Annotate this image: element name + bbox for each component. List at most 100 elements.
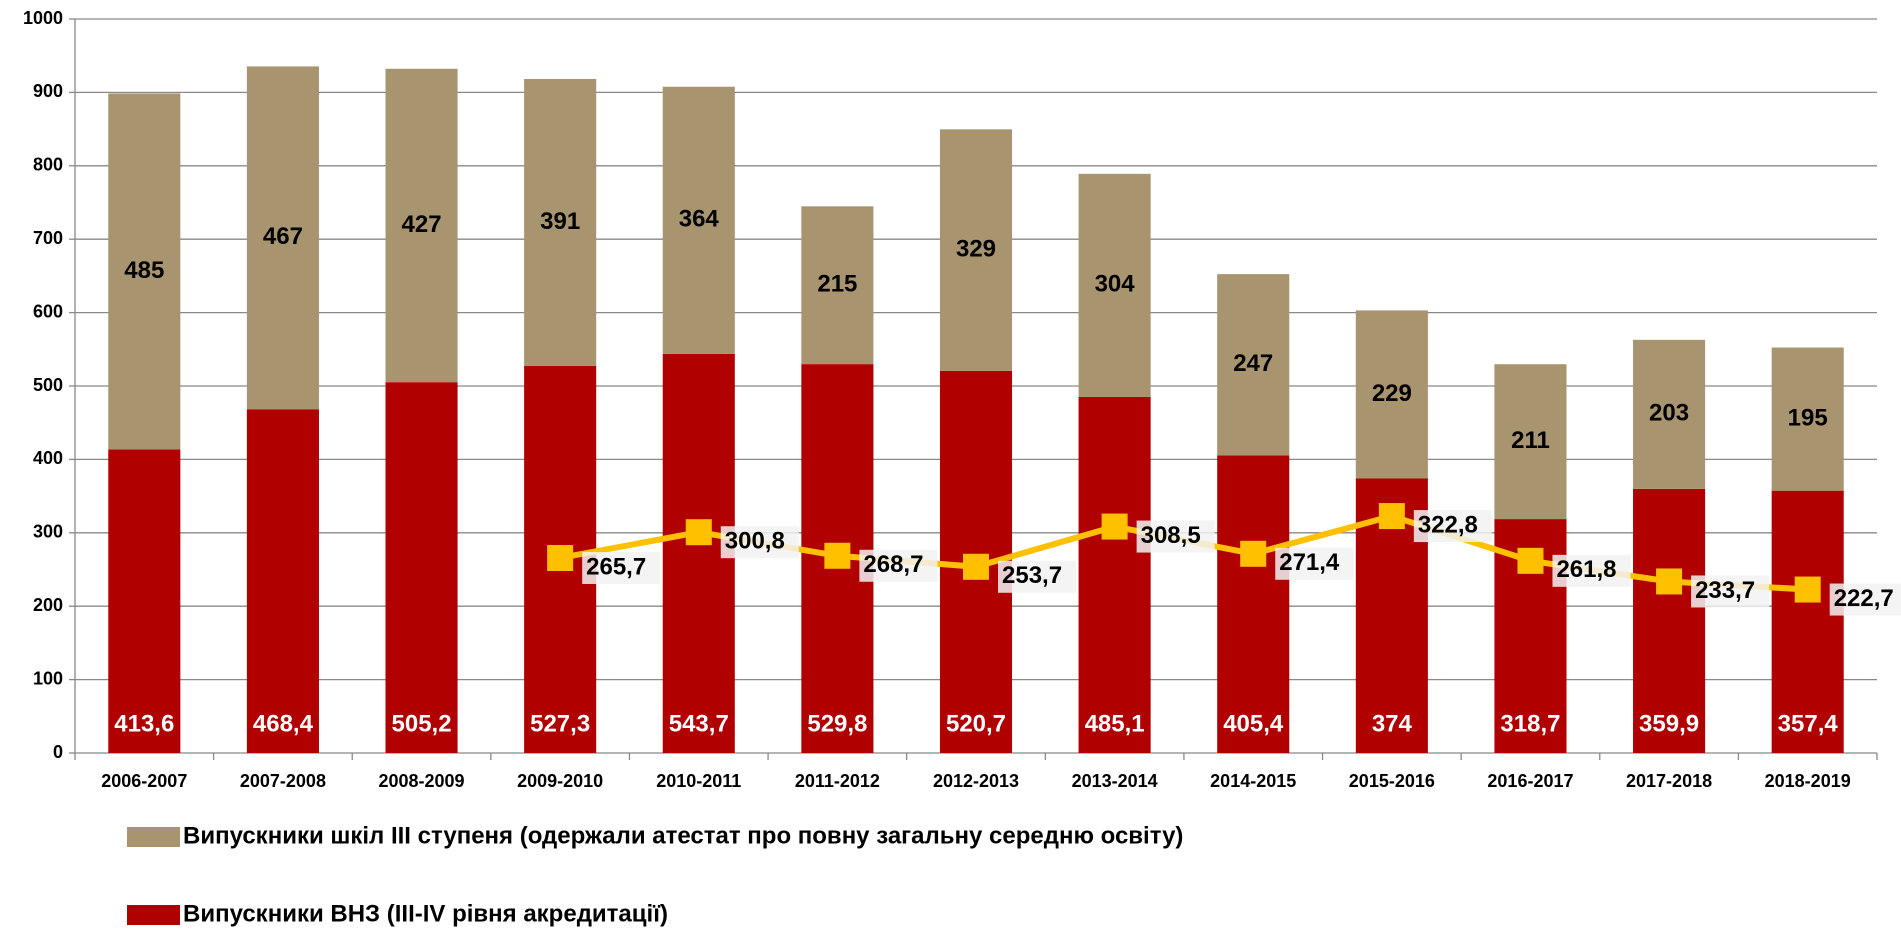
bar [1355, 310, 1428, 479]
y-tick-label: 400 [33, 448, 63, 468]
label-box [859, 549, 938, 582]
data-label: 261,8 [1556, 556, 1616, 583]
x-tick-label: 2010-2011 [656, 771, 741, 791]
legend-swatch [127, 827, 180, 847]
data-label: 211 [1511, 427, 1550, 454]
label-box [998, 560, 1076, 593]
data-label: 391 [540, 208, 580, 235]
data-label: 357,4 [1778, 710, 1839, 737]
x-tick-label: 2007-2008 [240, 771, 326, 791]
y-tick-label: 500 [33, 375, 63, 395]
bar [662, 86, 735, 354]
legend-label: Випускники ВНЗ (III-IV рівня акредитації… [183, 900, 668, 927]
x-tick-label: 2009-2010 [517, 771, 603, 791]
y-tick-label: 800 [33, 155, 63, 175]
y-tick-label: 600 [33, 301, 63, 321]
bar [1078, 173, 1151, 397]
bar [801, 206, 874, 365]
label-box [720, 526, 799, 559]
data-label: 203 [1649, 400, 1689, 427]
label-box [1829, 583, 1901, 616]
data-label: 233,7 [1695, 577, 1755, 604]
data-label: 359,9 [1639, 710, 1699, 737]
label-box [1413, 510, 1492, 543]
data-label: 364 [679, 206, 720, 233]
data-label: 329 [956, 235, 996, 262]
data-label: 467 [263, 223, 303, 250]
data-label: 271,4 [1279, 549, 1340, 576]
label-box [1136, 520, 1215, 553]
y-tick-label: 200 [33, 595, 63, 615]
x-tick-label: 2016-2017 [1487, 771, 1573, 791]
line-marker [963, 553, 989, 580]
x-tick-label: 2018-2019 [1765, 771, 1851, 791]
y-tick-label: 1000 [23, 8, 63, 28]
data-label: 468,4 [253, 710, 314, 737]
y-tick-label: 300 [33, 522, 63, 542]
line-marker [1378, 503, 1405, 530]
bar [524, 78, 597, 366]
y-tick-label: 700 [33, 228, 63, 248]
x-tick-label: 2011-2012 [795, 771, 880, 791]
label-box [1552, 554, 1631, 587]
data-label: 222,7 [1834, 585, 1894, 612]
legend-swatch [127, 905, 180, 925]
data-label: 268,7 [863, 551, 923, 578]
bar [1771, 347, 1844, 491]
bar [246, 409, 319, 753]
bar [108, 93, 181, 450]
data-label: 529,8 [807, 710, 867, 737]
data-label: 505,2 [392, 710, 452, 737]
data-label: 253,7 [1002, 562, 1062, 589]
x-tick-label: 2008-2009 [378, 771, 464, 791]
data-label: 413,6 [114, 710, 174, 737]
line-marker [1794, 576, 1821, 603]
data-label: 520,7 [946, 710, 1006, 737]
data-label: 374 [1372, 710, 1413, 737]
legend-label: Випускники шкіл III ступеня (одержали ат… [183, 822, 1183, 849]
data-label: 215 [817, 271, 857, 298]
bar [385, 382, 458, 753]
data-label: 527,3 [530, 710, 590, 737]
x-tick-label: 2013-2014 [1072, 771, 1158, 791]
data-label: 485,1 [1085, 710, 1145, 737]
label-box [582, 551, 661, 584]
label-box [1275, 547, 1354, 580]
line-marker [1656, 568, 1683, 595]
label-box [1691, 575, 1770, 608]
x-tick-label: 2017-2018 [1626, 771, 1712, 791]
bar [1633, 339, 1706, 489]
bar [1217, 455, 1290, 753]
x-tick-label: 2014-2015 [1210, 771, 1296, 791]
data-label: 405,4 [1223, 710, 1284, 737]
line-marker [824, 542, 851, 569]
bar [246, 66, 319, 410]
data-label: 322,8 [1418, 511, 1478, 538]
line-marker [685, 519, 712, 546]
x-tick-label: 2015-2016 [1349, 771, 1435, 791]
line-marker [547, 544, 574, 571]
bar [1771, 490, 1844, 753]
bar [1217, 274, 1290, 456]
y-tick-label: 900 [33, 81, 63, 101]
data-label: 318,7 [1500, 710, 1560, 737]
bar [1494, 364, 1567, 520]
bar [1078, 396, 1151, 753]
line-marker [1517, 547, 1544, 574]
bar [939, 129, 1013, 371]
data-label: 427 [402, 211, 442, 238]
y-tick-label: 0 [53, 742, 63, 762]
data-label: 308,5 [1141, 522, 1201, 549]
data-label: 265,7 [586, 553, 646, 580]
data-label: 195 [1788, 404, 1828, 431]
x-tick-label: 2006-2007 [101, 771, 187, 791]
y-tick-label: 100 [33, 668, 63, 688]
data-label: 485 [124, 257, 164, 284]
data-label: 247 [1233, 350, 1273, 377]
bar [1633, 488, 1706, 753]
bar [385, 68, 458, 383]
line-marker [1101, 513, 1128, 540]
x-tick-label: 2012-2013 [933, 771, 1019, 791]
line-marker [1240, 540, 1267, 567]
data-label: 543,7 [669, 710, 729, 737]
